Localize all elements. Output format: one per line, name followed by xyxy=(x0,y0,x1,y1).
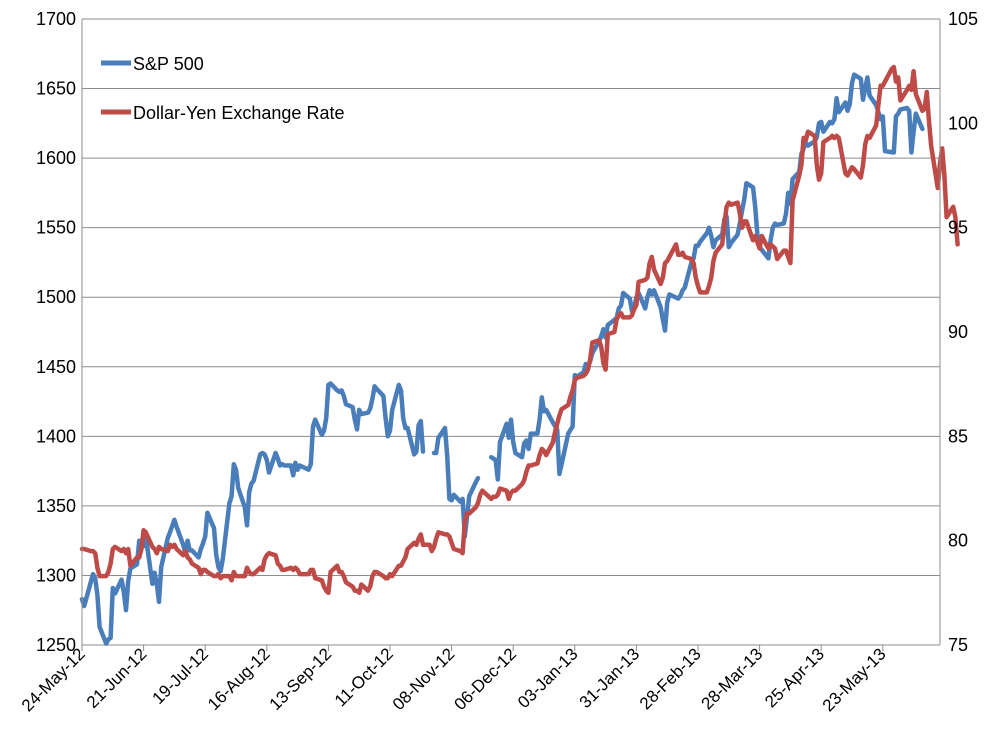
y-right-tick-label: 105 xyxy=(948,9,978,29)
legend-label-dollar-yen: Dollar-Yen Exchange Rate xyxy=(133,103,344,123)
y-right-tick-label: 75 xyxy=(948,635,968,655)
y-left-tick-label: 1250 xyxy=(36,635,76,655)
x-tick-label: 23-May-13 xyxy=(819,644,890,715)
x-tick-label: 08-Nov-12 xyxy=(389,644,459,714)
legend-label-sp500: S&P 500 xyxy=(133,54,204,74)
y-right-tick-label: 90 xyxy=(948,322,968,342)
x-tick-label: 03-Jan-13 xyxy=(514,644,582,712)
x-tick-label: 21-Jun-12 xyxy=(83,644,151,712)
legend: S&P 500 Dollar-Yen Exchange Rate xyxy=(101,54,344,123)
y-right-tick-label: 85 xyxy=(948,426,968,446)
y-left-tick-label: 1600 xyxy=(36,148,76,168)
y-right-tick-label: 100 xyxy=(948,113,978,133)
x-tick-label: 06-Dec-12 xyxy=(450,644,520,714)
x-tick-label: 11-Oct-12 xyxy=(331,644,397,710)
y-right-tick-label: 80 xyxy=(948,531,968,551)
series-line-dollar-yen xyxy=(79,64,960,596)
y-left-tick-label: 1650 xyxy=(36,79,76,99)
series-lines xyxy=(79,64,960,646)
y-left-tick-label: 1700 xyxy=(36,9,76,29)
x-tick-label: 31-Jan-13 xyxy=(576,644,644,712)
x-tick-label: 19-Jul-12 xyxy=(148,644,212,708)
x-tick-label: 13-Sep-12 xyxy=(266,644,336,714)
x-tick-label: 16-Aug-12 xyxy=(204,644,274,714)
x-tick-label: 24-May-12 xyxy=(18,644,89,715)
y-left-tick-label: 1300 xyxy=(36,565,76,585)
series-line-sp500 xyxy=(79,72,925,646)
y-right-tick-label: 95 xyxy=(948,218,968,238)
y-left-tick-label: 1450 xyxy=(36,357,76,377)
x-tick-label: 28-Feb-13 xyxy=(636,644,705,713)
y-left-tick-label: 1500 xyxy=(36,287,76,307)
x-tick-label: 28-Mar-13 xyxy=(698,644,767,713)
y-left-tick-label: 1350 xyxy=(36,496,76,516)
y-left-tick-label: 1400 xyxy=(36,426,76,446)
y-left-tick-label: 1550 xyxy=(36,218,76,238)
